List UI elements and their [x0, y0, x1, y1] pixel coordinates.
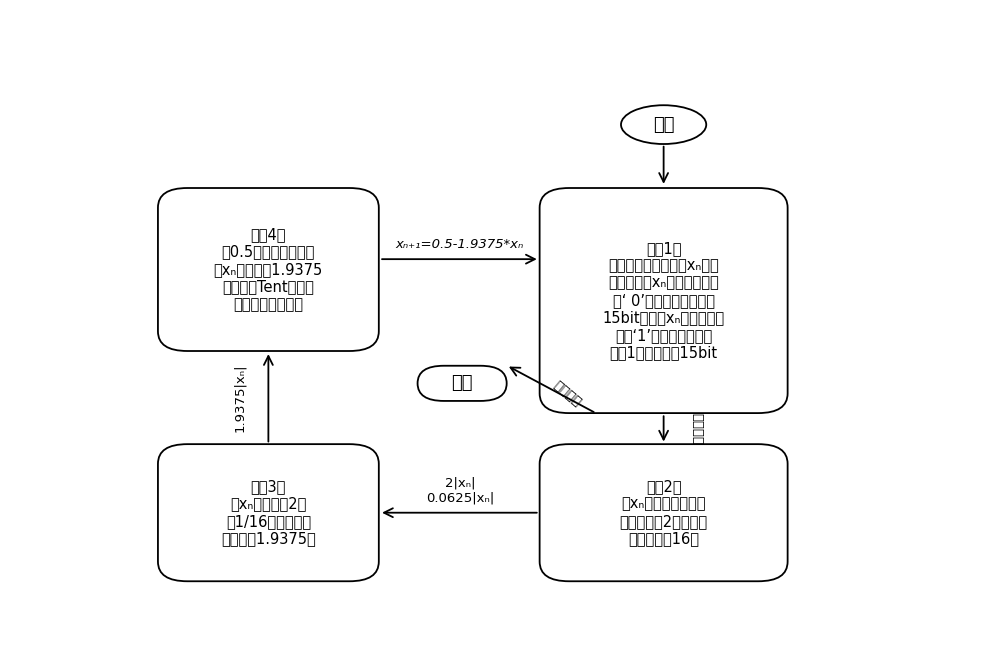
FancyBboxPatch shape	[158, 188, 379, 351]
FancyBboxPatch shape	[540, 188, 788, 413]
Ellipse shape	[621, 106, 706, 144]
FancyBboxPatch shape	[418, 366, 507, 401]
Text: 状态1：
取出有符号二进制数xₙ的绝
对值：如果xₙ为正（最高位
为‘ 0’），则直接取其低
15bit，如果xₙ为负（最高
位为‘1’，则对其全部取
反加1后: 状态1： 取出有符号二进制数xₙ的绝 对值：如果xₙ为正（最高位 为‘ 0’），…	[603, 241, 725, 360]
Text: xₙ₊₁=0.5-1.9375*xₙ: xₙ₊₁=0.5-1.9375*xₙ	[396, 239, 524, 251]
Text: 状态2：
将xₙ绝对值分别左移
一位（乘以2）和右移
四位（除以16）: 状态2： 将xₙ绝对值分别左移 一位（乘以2）和右移 四位（除以16）	[620, 479, 708, 546]
FancyBboxPatch shape	[540, 444, 788, 581]
Text: 结束: 结束	[451, 374, 473, 392]
Text: 开始: 开始	[653, 116, 674, 134]
Text: 使能无效: 使能无效	[550, 378, 583, 409]
FancyBboxPatch shape	[158, 444, 379, 581]
Text: 1.9375|xₙ|: 1.9375|xₙ|	[233, 364, 246, 432]
Text: 使能有效: 使能有效	[690, 413, 703, 445]
Text: 状态4：
用0.5的二进制补码减
去xₙ绝对值的1.9375
倍，作为Tent映射的
下一次迭代初始值: 状态4： 用0.5的二进制补码减 去xₙ绝对值的1.9375 倍，作为Tent映…	[214, 227, 323, 312]
Text: 2|xₙ|
0.0625|xₙ|: 2|xₙ| 0.0625|xₙ|	[426, 477, 494, 505]
Text: 状态3：
将xₙ绝对值的2倍
和1/16相减，得到
绝对值的1.9375倍: 状态3： 将xₙ绝对值的2倍 和1/16相减，得到 绝对值的1.9375倍	[221, 479, 316, 546]
